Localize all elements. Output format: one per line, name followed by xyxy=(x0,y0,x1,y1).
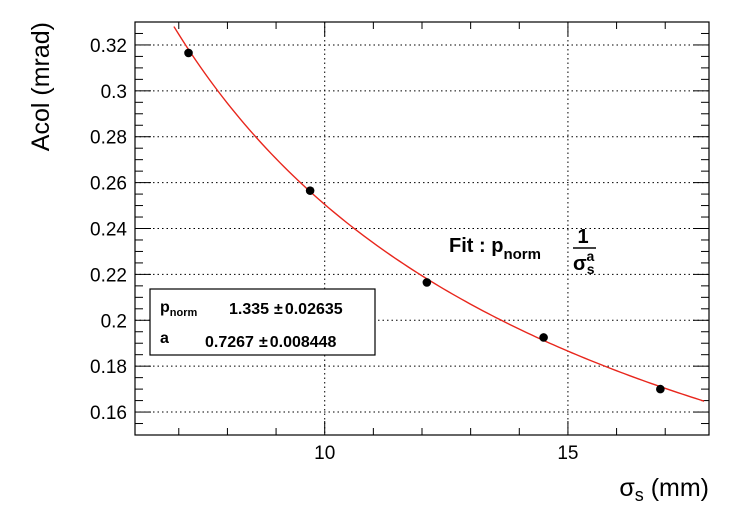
x-tick-label: 15 xyxy=(557,443,578,464)
axis-ticks xyxy=(135,21,709,436)
x-axis-title-subscript: s xyxy=(635,485,644,505)
x-axis-title: σs (mm) xyxy=(619,474,709,505)
svg-text:1: 1 xyxy=(577,226,588,248)
svg-text:1.335±0.02635: 1.335 ±0.02635 xyxy=(229,301,343,318)
data-point xyxy=(305,186,315,195)
tick-labels: 10 15 0.16 0.18 0.2 0.22 0.24 0.26 0.28 0.3 0.32 xyxy=(90,36,578,464)
y-tick-label: 0.32 xyxy=(90,36,127,57)
y-tick-label: 0.2 xyxy=(101,311,127,332)
svg-text:pnorm: pnorm xyxy=(160,299,198,319)
svg-text:0.7267±0.008448: 0.7267 ±0.008448 xyxy=(205,334,337,351)
data-point xyxy=(656,384,665,394)
y-tick-label: 0.22 xyxy=(90,265,127,286)
fit-curve xyxy=(173,26,705,402)
data-point xyxy=(184,48,193,58)
data-point xyxy=(539,333,548,342)
y-tick-label: 0.26 xyxy=(90,174,127,195)
y-tick-label: 0.28 xyxy=(90,128,127,149)
fit-formula: Fit : pnorm 1 σsa xyxy=(449,226,596,277)
svg-text:σsa: σsa xyxy=(573,248,595,277)
svg-text:Fit : pnorm: Fit : pnorm xyxy=(449,235,541,263)
x-axis-title-unit: (mm) xyxy=(644,474,709,502)
plot-frame xyxy=(134,21,710,436)
y-tick-label: 0.3 xyxy=(101,82,127,103)
x-tick-label: 10 xyxy=(314,443,335,464)
y-axis-title: Acol (mrad) xyxy=(27,22,55,151)
y-tick-label: 0.18 xyxy=(90,357,127,378)
svg-text:a: a xyxy=(160,330,169,347)
y-tick-label: 0.24 xyxy=(90,220,127,241)
data-points xyxy=(184,48,665,394)
y-tick-label: 0.16 xyxy=(90,403,127,424)
data-point xyxy=(422,278,432,287)
fit-stats-box: pnorm 1.335 ±0.02635 a 0.7267 ±0.008448 xyxy=(149,288,376,356)
